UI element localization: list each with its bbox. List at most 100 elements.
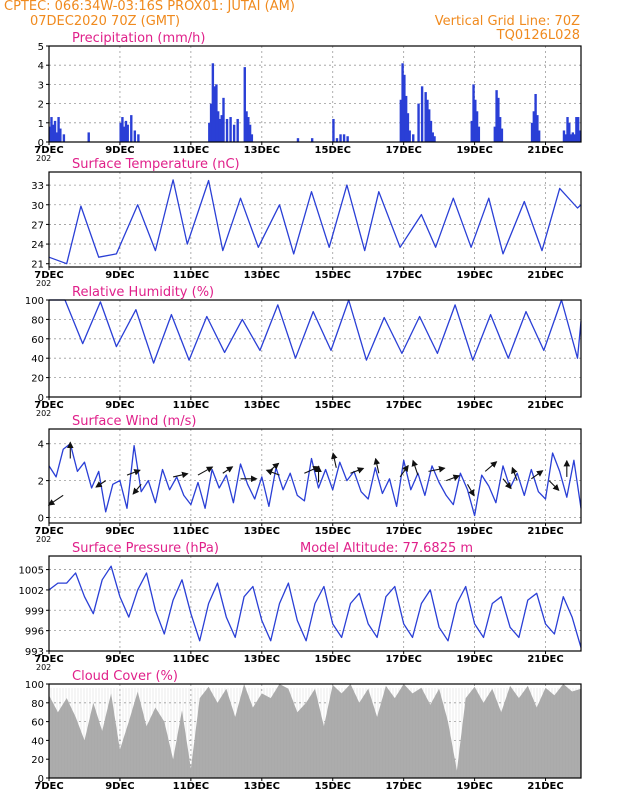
precip-bar: [59, 128, 62, 142]
y-tick-label: 1002: [19, 586, 44, 597]
y-tick-label: 0: [38, 513, 44, 524]
humidity-line: [49, 299, 582, 364]
precip-bar: [429, 120, 433, 142]
wind-vector: [222, 466, 234, 474]
y-tick-label: 0: [38, 774, 44, 785]
x-tick-label: 11DEC: [173, 526, 209, 537]
y-tick-label: 0: [38, 393, 44, 404]
y-tick-label: 1005: [19, 566, 44, 577]
precip-bar: [124, 120, 128, 142]
precip-bar: [137, 134, 140, 142]
precip-bar: [470, 120, 473, 142]
y-tick-label: 27: [31, 220, 44, 231]
precip-bar: [498, 117, 502, 142]
y-tick-label: 993: [25, 647, 44, 658]
header-model-id: TQ0126L028: [496, 28, 580, 43]
x-tick-label: 11DEC: [173, 145, 209, 156]
x-tick-label: 19DEC: [456, 781, 492, 792]
wind-vector: [411, 459, 419, 476]
panel-title: Surface Pressure (hPa): [72, 541, 219, 556]
precip-bar: [537, 130, 541, 142]
precip-bar: [119, 122, 122, 142]
x-tick-label: 15DEC: [315, 145, 351, 156]
wind-vector: [132, 483, 142, 495]
panel-temperature: 21 24 27 30 33 7DEC 9DEC 11DEC 13DEC 15DEC 17DEC 19…: [31, 157, 582, 288]
x-tick-label: 11DEC: [173, 654, 209, 665]
precip-bar: [428, 109, 431, 142]
precip-bar: [121, 117, 124, 142]
y-tick-label: 5: [38, 42, 44, 53]
panel-pressure: 993 996 999 1002 1005 7DEC 9DEC 11DEC 13DEC 15DEC…: [19, 541, 582, 672]
precip-bar: [578, 130, 582, 142]
y-tick-label: 80: [31, 315, 44, 326]
plot-frame: [48, 171, 582, 268]
x-year-fragment: 202: [36, 535, 51, 544]
panel-annotation: Model Altitude: 77.6825 m: [300, 541, 473, 556]
x-tick-label: 21DEC: [527, 270, 563, 281]
y-tick-label: 33: [31, 181, 44, 192]
precip-bar: [571, 132, 575, 142]
precip-bar: [532, 111, 536, 142]
precip-bar: [576, 117, 580, 142]
precip-bar: [126, 124, 129, 142]
precip-bar: [236, 118, 239, 142]
x-tick-label: 11DEC: [173, 270, 209, 281]
y-tick-label: 3: [38, 80, 44, 91]
y-tick-label: 21: [31, 260, 44, 271]
x-tick-label: 9DEC: [105, 526, 134, 537]
wind-vector: [511, 466, 518, 481]
x-tick-label: 13DEC: [244, 781, 280, 792]
x-tick-label: 9DEC: [105, 781, 134, 792]
precip-bar: [426, 99, 429, 142]
precip-bar: [52, 124, 55, 142]
panel-humidity: 0 20 40 60 80 100 7DEC 9DEC 11DEC 13DEC 15DEC 17DEC…: [25, 285, 582, 418]
wind-vector: [502, 478, 512, 490]
panel-cloud: 0 20 40 60 80 100 7DEC 9DEC 11DEC 13DEC 15DEC 17DEC…: [25, 669, 582, 792]
plot-frame: [48, 555, 582, 652]
precip-bar: [245, 111, 248, 142]
wind-vector: [467, 484, 475, 497]
y-tick-label: 4: [38, 440, 44, 451]
precip-bar: [403, 74, 406, 142]
x-tick-label: 19DEC: [456, 145, 492, 156]
wind-vector: [47, 494, 64, 506]
panel-title: Precipitation (mm/h): [72, 31, 205, 46]
x-tick-label: 21DEC: [527, 526, 563, 537]
precip-bar: [218, 118, 222, 142]
precip-bar: [53, 120, 57, 142]
precip-bar: [243, 67, 246, 142]
y-tick-label: 0: [38, 138, 44, 149]
precip-bar: [87, 132, 90, 142]
wind-vector: [373, 457, 381, 474]
x-tick-label: 7DEC: [34, 145, 63, 156]
x-tick-label: 7DEC: [34, 654, 63, 665]
y-tick-label: 2: [38, 100, 44, 111]
y-tick-label: 20: [31, 755, 44, 766]
precip-bar: [433, 136, 436, 142]
x-tick-label: 19DEC: [456, 654, 492, 665]
x-year-fragment: 202: [36, 279, 51, 288]
plot-frame: [48, 45, 582, 143]
precip-bar: [229, 117, 232, 142]
precip-bar: [420, 86, 424, 142]
wind-vector: [173, 471, 189, 479]
precip-bar: [216, 111, 220, 142]
precip-bar: [342, 134, 346, 142]
precip-bar: [564, 134, 567, 142]
precip-bar: [495, 90, 498, 142]
x-tick-label: 21DEC: [527, 781, 563, 792]
precip-bar: [493, 126, 497, 142]
precip-bar: [412, 134, 415, 142]
x-year-fragment: 202: [36, 663, 51, 672]
precip-bar: [500, 128, 504, 142]
x-tick-label: 13DEC: [244, 270, 280, 281]
plot-frame: [48, 299, 582, 398]
header-grid-line: Vertical Grid Line: 70Z: [434, 14, 580, 29]
x-tick-label: 9DEC: [105, 654, 134, 665]
wind-vector: [331, 452, 338, 468]
panel-title: Cloud Cover (%): [72, 669, 178, 684]
precip-bar: [408, 130, 411, 142]
y-tick-label: 60: [31, 335, 44, 346]
precip-bar: [122, 126, 126, 142]
x-tick-label: 13DEC: [244, 400, 280, 411]
